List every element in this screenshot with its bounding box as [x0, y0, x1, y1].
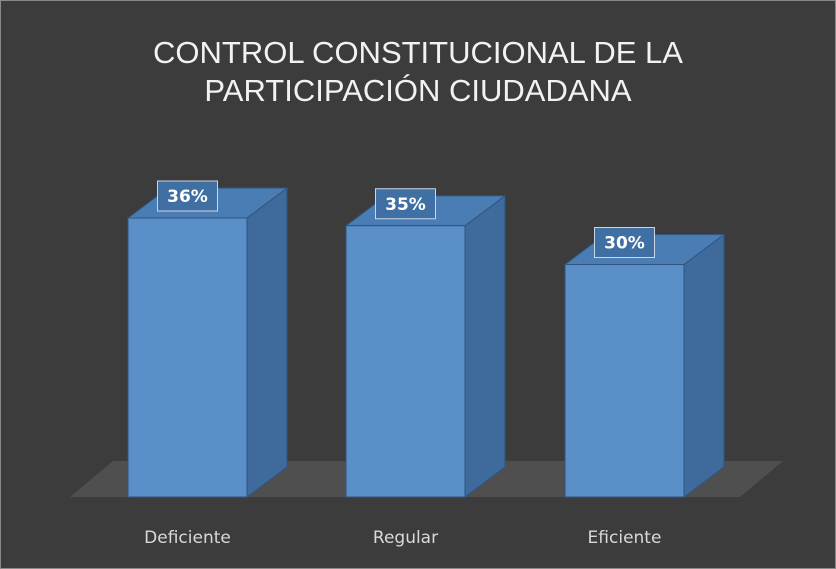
chart-title: CONTROL CONSTITUCIONAL DE LA PARTICIPACI…	[153, 35, 683, 108]
value-label-box	[594, 227, 655, 258]
value-label-box	[375, 188, 436, 220]
bar-side	[683, 233, 725, 498]
x-tick-label: Eficiente	[588, 528, 662, 548]
bar-side	[246, 187, 288, 498]
value-label: 30%	[604, 234, 645, 254]
x-tick-label: Regular	[373, 528, 438, 548]
bar	[564, 264, 685, 498]
x-tick-label: Deficiente	[144, 528, 231, 548]
value-label: 36%	[167, 187, 208, 207]
value-label: 35%	[385, 195, 426, 215]
bar	[127, 217, 248, 498]
bar	[345, 225, 466, 498]
bar-side	[464, 194, 506, 498]
value-label-box	[157, 180, 218, 212]
